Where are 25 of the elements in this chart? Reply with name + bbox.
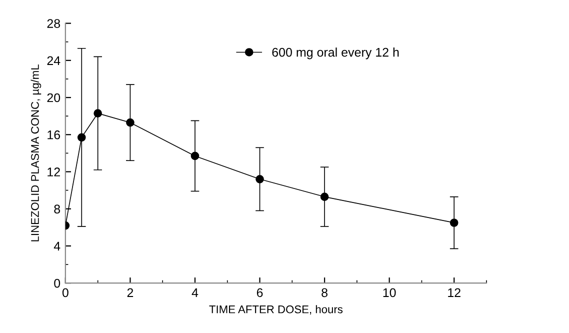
y-axis-title: LINEZOLID PLASMA CONC, µg/mL: [30, 64, 42, 242]
point: [126, 118, 134, 127]
y-tick-label: 0: [54, 278, 60, 288]
y-tick-label: 8: [54, 204, 60, 214]
point: [320, 192, 329, 201]
x-tick-label: 10: [383, 288, 396, 298]
y-tick-label: 12: [48, 168, 60, 176]
point: [256, 174, 264, 184]
x-tick-label: 2: [127, 288, 134, 297]
x-axis-title: TIME AFTER DOSE, hours: [209, 305, 343, 315]
y-tick-label: 20: [47, 93, 60, 102]
y-tick-label: 28: [47, 19, 60, 28]
point: [94, 109, 102, 118]
y-tick-label: 16: [48, 130, 60, 140]
x-tick-label: 6: [256, 288, 263, 298]
x-tick-label: 12: [448, 288, 460, 297]
point: [450, 218, 458, 227]
x-tick-label: 4: [192, 288, 198, 297]
point: [190, 152, 200, 160]
point: [77, 133, 86, 142]
legend-label: 600 mg oral every 12 h: [272, 48, 399, 60]
x-tick-label: 0: [62, 288, 68, 298]
y-tick-label: 4: [54, 242, 60, 250]
y-tick-label: 24: [47, 56, 60, 65]
x-tick-label: 8: [322, 288, 328, 298]
